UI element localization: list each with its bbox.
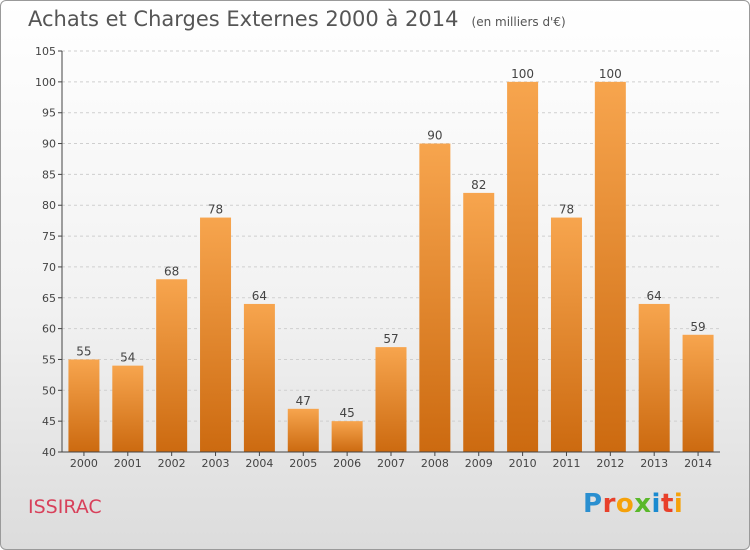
x-tick-label: 2009 [465,457,493,470]
bar [507,81,539,452]
y-tick-label: 95 [42,107,56,120]
bar [156,279,188,452]
chart-title: Achats et Charges Externes 2000 à 2014 [28,7,459,31]
data-label: 100 [599,67,622,81]
y-tick-label: 80 [42,199,56,212]
bar [287,408,319,452]
x-tick-label: 2006 [333,457,361,470]
bar [243,303,275,452]
y-tick-label: 105 [35,45,56,58]
y-tick-label: 70 [42,261,56,274]
x-tick-label: 2004 [245,457,273,470]
data-label: 55 [76,344,91,358]
y-tick-label: 55 [42,353,56,366]
data-label: 57 [383,332,398,346]
bar [68,359,100,452]
logo-letter: t [660,489,674,519]
data-label: 78 [208,203,223,217]
chart-unit-note: (en milliers d'€) [471,15,566,29]
data-label: 54 [120,351,135,365]
y-tick-label: 50 [42,384,56,397]
x-tick-label: 2003 [202,457,230,470]
bar-layer [68,81,714,453]
x-tick-label: 2010 [509,457,537,470]
bar [594,81,626,452]
data-label: 45 [339,406,354,420]
proxiti-logo[interactable]: Proxiti [583,489,683,519]
x-tick-label: 2002 [158,457,186,470]
y-tick-label: 65 [42,292,56,305]
data-label: 47 [296,394,311,408]
x-tick-label: 2008 [421,457,449,470]
logo-letter: i [673,489,684,519]
x-tick-label: 2000 [70,457,98,470]
x-tick-label: 2014 [684,457,712,470]
data-label: 100 [511,67,534,81]
y-tick-label: 75 [42,230,56,243]
y-tick-label: 90 [42,138,56,151]
data-label: 78 [559,203,574,217]
bar [638,303,670,452]
bar [682,334,714,452]
bar [200,217,232,452]
y-tick-label: 100 [35,76,56,89]
logo-letter: P [583,489,603,519]
y-tick-label: 60 [42,323,56,336]
data-label: 59 [690,320,705,334]
x-tick-label: 2012 [596,457,624,470]
x-tick-label: 2013 [640,457,668,470]
logo-letter: i [651,489,661,519]
logo-letter: r [602,489,616,519]
data-label: 82 [471,178,486,192]
data-label: 90 [427,129,442,143]
data-label: 68 [164,264,179,278]
bar [331,421,363,452]
y-tick-label: 40 [42,446,56,459]
data-label: 64 [252,289,267,303]
bar [112,365,144,452]
x-tick-label: 2001 [114,457,142,470]
logo-letter: x [634,489,652,519]
data-label: 64 [647,289,662,303]
axis-layer [58,50,720,456]
y-tick-label: 45 [42,415,56,428]
y-tick-label: 85 [42,168,56,181]
town-name: ISSIRAC [28,496,102,518]
bar [463,192,495,452]
bar [419,143,451,453]
x-tick-label: 2005 [289,457,317,470]
bar [550,217,582,452]
x-tick-label: 2007 [377,457,405,470]
x-tick-label: 2011 [552,457,580,470]
chart-title-block: Achats et Charges Externes 2000 à 2014 (… [28,7,566,31]
label-layer: 40 45 50 55 60 65 70 75 80 85 90 95 100 105 55 2000 54 20… [35,45,712,470]
bar [375,347,407,452]
logo-letter: o [615,489,635,519]
